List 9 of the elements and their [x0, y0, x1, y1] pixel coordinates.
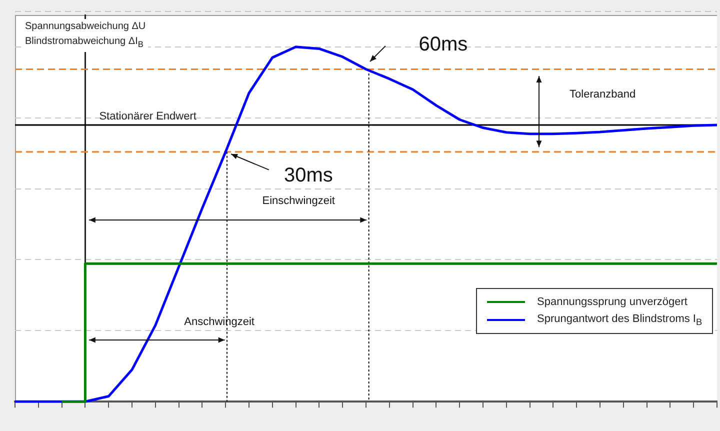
- ref-line-label: Stationärer Endwert: [99, 110, 196, 122]
- annotation: Einschwingzeit: [262, 194, 335, 207]
- annotation: 60ms: [418, 34, 468, 56]
- legend-label: Spannungssprung unverzögert: [537, 296, 688, 308]
- annotation: Toleranzband: [570, 88, 636, 101]
- annotation: Anschwingzeit: [184, 316, 254, 328]
- y-axis-title: Spannungsabweichung ΔU Blindstromabweichung ΔI$_{B}$: [25, 19, 146, 52]
- legend-label: Sprungantwort des Blindstroms I$_{B}$: [537, 312, 702, 327]
- annotation: 30ms: [284, 164, 333, 187]
